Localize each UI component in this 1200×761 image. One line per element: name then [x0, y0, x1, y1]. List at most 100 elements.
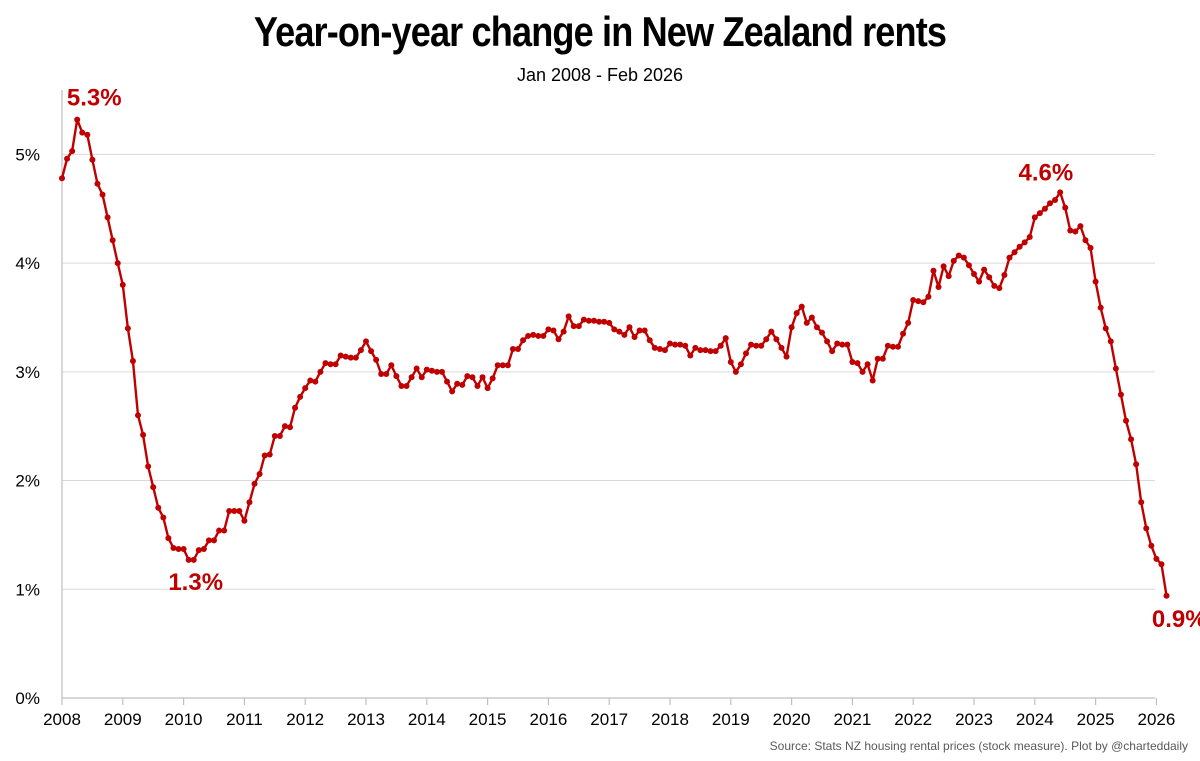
data-point: [1036, 210, 1043, 217]
data-point: [1112, 365, 1119, 372]
data-point: [64, 155, 71, 162]
data-point: [474, 382, 481, 389]
x-tick-label: 2009: [104, 710, 142, 729]
data-point: [221, 527, 228, 534]
y-tick-label: 5%: [15, 145, 40, 164]
data-point: [722, 335, 729, 342]
data-point: [773, 336, 780, 343]
data-point: [778, 344, 785, 351]
data-point: [175, 546, 182, 553]
data-point: [965, 262, 972, 269]
data-point: [971, 270, 977, 277]
x-tick-label: 2021: [833, 710, 871, 729]
data-point: [1077, 223, 1084, 230]
data-point: [347, 354, 354, 361]
data-point: [89, 156, 96, 163]
data-point: [509, 345, 516, 352]
data-point: [1123, 417, 1129, 424]
data-point: [874, 355, 881, 362]
data-point: [712, 348, 719, 355]
x-tick-label: 2016: [529, 710, 567, 729]
y-tick-label: 4%: [15, 254, 40, 273]
data-point: [535, 332, 542, 339]
y-tick-label: 2%: [15, 472, 40, 491]
data-point: [798, 303, 805, 310]
y-tick-label: 1%: [15, 580, 40, 599]
data-point: [1041, 205, 1048, 212]
data-point: [525, 332, 532, 339]
data-point: [342, 353, 349, 360]
data-point: [388, 362, 395, 369]
data-point: [302, 385, 309, 392]
data-point: [216, 527, 223, 534]
data-point: [1047, 200, 1053, 207]
data-point: [596, 318, 603, 325]
data-point: [646, 337, 653, 344]
data-point: [1006, 254, 1013, 261]
data-point: [945, 273, 952, 280]
data-point: [1067, 227, 1074, 234]
data-point: [869, 377, 876, 384]
data-point: [540, 332, 547, 339]
data-point: [292, 404, 299, 411]
data-point: [226, 507, 233, 514]
data-point: [114, 260, 121, 267]
x-tick-label: 2013: [347, 710, 385, 729]
data-point: [454, 380, 461, 387]
data-point: [768, 328, 775, 335]
data-point: [1148, 542, 1155, 549]
data-point: [651, 344, 658, 351]
data-point: [515, 345, 521, 352]
data-point: [920, 299, 927, 306]
data-point: [1117, 391, 1124, 398]
data-point: [631, 334, 638, 341]
data-point: [439, 368, 445, 375]
data-point: [717, 342, 724, 349]
data-point: [803, 319, 810, 326]
x-tick-label: 2017: [590, 710, 628, 729]
data-point: [925, 293, 932, 300]
data-point: [864, 361, 871, 368]
data-point: [1072, 228, 1079, 235]
data-point: [499, 362, 506, 369]
data-point: [1001, 272, 1008, 279]
data-point: [900, 330, 907, 337]
data-point: [783, 353, 790, 360]
data-point: [59, 175, 65, 182]
data-point: [727, 359, 734, 366]
data-point: [545, 326, 552, 333]
data-point: [788, 324, 795, 331]
data-point: [444, 378, 451, 385]
data-point: [753, 342, 760, 349]
data-point: [991, 282, 998, 289]
data-point: [606, 319, 613, 326]
data-point: [241, 517, 248, 524]
data-point: [1092, 278, 1099, 285]
data-point: [550, 327, 557, 334]
data-point: [808, 314, 815, 321]
data-point: [109, 237, 116, 244]
data-point: [104, 214, 111, 221]
data-point: [433, 368, 440, 375]
series-line-layer: [60, 118, 1168, 596]
data-point: [398, 382, 405, 389]
data-point: [195, 547, 202, 554]
data-label: 0.9%: [1152, 606, 1200, 633]
data-point: [129, 357, 136, 364]
data-point: [393, 373, 400, 380]
data-point: [702, 347, 709, 354]
data-point: [793, 310, 800, 317]
data-point: [1128, 436, 1135, 443]
x-tick-label: 2024: [1016, 710, 1054, 729]
data-point: [200, 546, 207, 553]
x-tick-label: 2022: [894, 710, 932, 729]
data-point: [1052, 197, 1059, 204]
data-point: [996, 285, 1003, 292]
data-point: [317, 368, 324, 375]
data-point: [327, 361, 334, 368]
x-tick-label: 2018: [651, 710, 689, 729]
axes: 0% 1% 2% 3% 4% 5% 2008 2009 2010 2011 2012 2013 2014…: [15, 90, 1175, 729]
data-point: [418, 374, 425, 381]
chart-title: Year-on-year change in New Zealand rents: [253, 8, 947, 55]
